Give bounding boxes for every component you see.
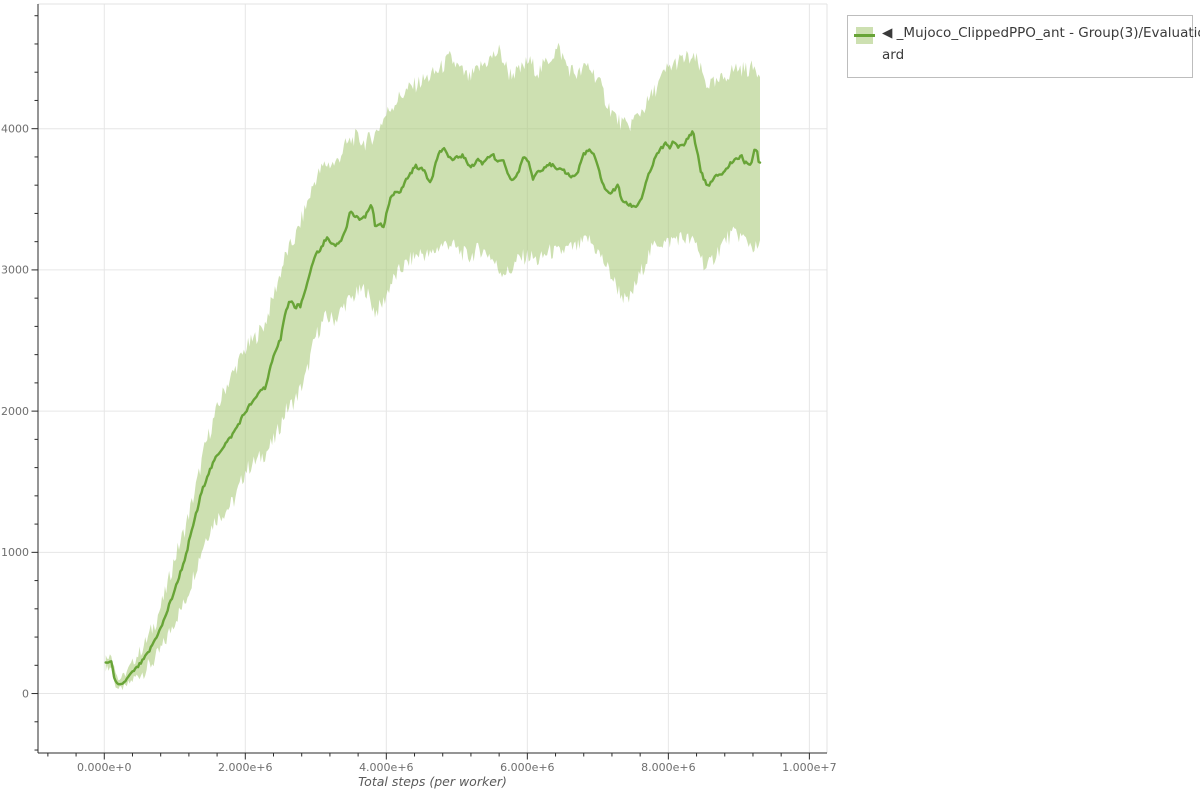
x-tick-label: 2.000e+6 <box>218 761 272 774</box>
axes <box>31 4 827 760</box>
legend-label: ◀ _Mujoco_ClippedPPO_ant - Group(3)/Eval… <box>882 22 1200 66</box>
legend-line-swatch <box>854 34 875 37</box>
y-tick-label: 1000 <box>1 546 29 559</box>
legend-label-line2: ard <box>882 47 905 63</box>
x-tick-label: 4.000e+6 <box>359 761 413 774</box>
plot-outline <box>38 3 828 753</box>
x-tick-label: 0.000e+0 <box>77 761 131 774</box>
y-tick-label: 2000 <box>1 405 29 418</box>
legend-box: ◀ _Mujoco_ClippedPPO_ant - Group(3)/Eval… <box>847 15 1200 78</box>
y-tick-label: 3000 <box>1 264 29 277</box>
y-tick-label: 0 <box>22 687 29 700</box>
confidence-band <box>105 42 760 691</box>
legend-band-swatch <box>854 27 875 44</box>
x-tick-label: 1.000e+7 <box>782 761 836 774</box>
x-tick-label: 8.000e+6 <box>641 761 695 774</box>
mean-line <box>104 130 762 686</box>
x-tick-label: 6.000e+6 <box>500 761 554 774</box>
y-tick-label: 4000 <box>1 122 29 135</box>
legend-label-line1: ◀ _Mujoco_ClippedPPO_ant - Group(3)/Eval… <box>882 25 1200 41</box>
x-axis-title: Total steps (per worker) <box>358 774 507 789</box>
legend-item[interactable]: ◀ _Mujoco_ClippedPPO_ant - Group(3)/Eval… <box>854 22 1200 66</box>
